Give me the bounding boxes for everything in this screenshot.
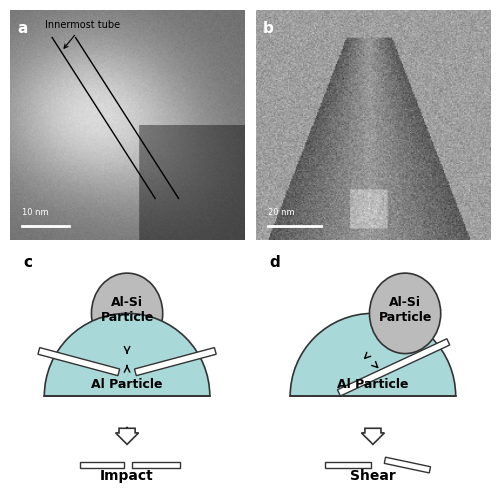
- Text: Al-Si
Particle: Al-Si Particle: [378, 296, 432, 324]
- Polygon shape: [324, 462, 370, 468]
- FancyArrow shape: [362, 428, 384, 444]
- Wedge shape: [44, 313, 210, 396]
- Polygon shape: [132, 462, 180, 468]
- Polygon shape: [80, 462, 124, 468]
- Polygon shape: [134, 348, 216, 375]
- Ellipse shape: [370, 273, 440, 354]
- Text: Innermost tube: Innermost tube: [45, 20, 120, 48]
- Text: Al-Si
Particle: Al-Si Particle: [100, 296, 154, 324]
- FancyArrow shape: [116, 428, 138, 444]
- Text: b: b: [263, 21, 274, 36]
- Text: Al Particle: Al Particle: [92, 378, 163, 391]
- Polygon shape: [384, 457, 430, 473]
- Text: 20 nm: 20 nm: [268, 208, 294, 217]
- Ellipse shape: [92, 273, 162, 354]
- Text: Impact: Impact: [100, 470, 154, 484]
- Polygon shape: [38, 348, 119, 375]
- Text: 10 nm: 10 nm: [22, 208, 48, 217]
- Text: d: d: [270, 255, 280, 270]
- Wedge shape: [290, 313, 456, 396]
- Text: Shear: Shear: [350, 470, 396, 484]
- Text: a: a: [17, 21, 28, 36]
- Text: c: c: [24, 255, 32, 270]
- Text: Al Particle: Al Particle: [337, 378, 408, 391]
- Polygon shape: [338, 339, 450, 396]
